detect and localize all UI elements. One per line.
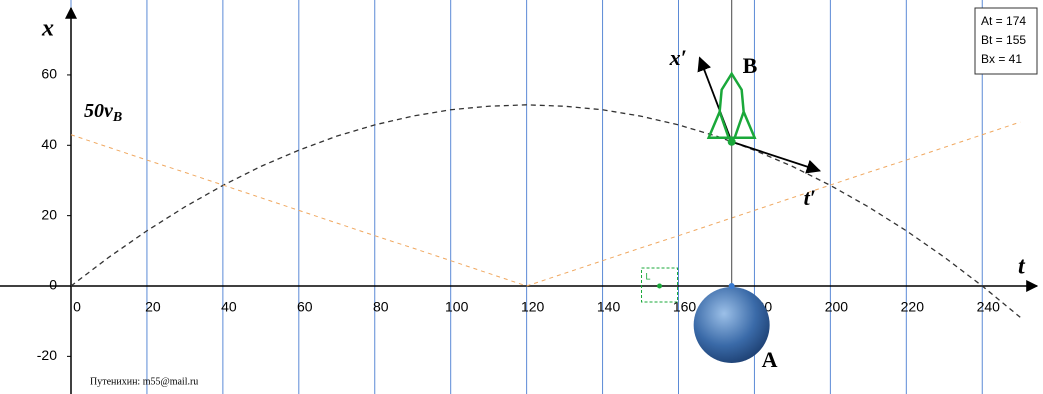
x-tick-label: 20: [145, 299, 161, 315]
t-prime-axis: [732, 142, 820, 171]
y-tick-label: -20: [37, 347, 57, 363]
x-tick-label: 140: [597, 299, 621, 315]
x-prime-label: x′: [669, 45, 687, 70]
velocity-label: 50vB: [84, 100, 122, 126]
axes: 020406080100120140160180200220240-200204…: [0, 8, 1037, 394]
grid: [71, 0, 982, 394]
series-line: [71, 122, 1020, 286]
y-axis-label: x: [41, 16, 54, 42]
info-line: Bt = 155: [981, 33, 1026, 47]
x-tick-label: 200: [825, 299, 849, 315]
x-tick-label: 40: [221, 299, 237, 315]
label-a: A: [762, 347, 778, 372]
marks: A Bx′ t′ L: [642, 0, 820, 372]
velocity-label-main: 50v: [84, 100, 114, 122]
x-axis-label: t: [1018, 254, 1026, 280]
x-tick-label: 60: [297, 299, 313, 315]
x-tick-label: 240: [977, 299, 1001, 315]
velocity-label-sub: B: [112, 110, 122, 125]
x-tick-label: 220: [901, 299, 925, 315]
x-tick-label: 100: [445, 299, 469, 315]
y-tick-label: 0: [49, 277, 57, 293]
label-l: L: [646, 271, 651, 281]
y-tick-label: 60: [41, 66, 57, 82]
x-tick-label: 120: [521, 299, 545, 315]
info-line: At = 174: [981, 14, 1026, 28]
chart: 020406080100120140160180200220240-200204…: [0, 0, 1043, 394]
x-tick-label: 80: [373, 299, 389, 315]
earth: [694, 287, 770, 363]
point-l: [657, 284, 662, 289]
x-tick-label: 0: [73, 299, 81, 315]
info-line: Bx = 41: [981, 52, 1022, 66]
y-tick-label: 40: [41, 136, 57, 152]
y-tick-label: 20: [41, 206, 57, 222]
label-b: B: [743, 53, 758, 78]
t-prime-label: t′: [804, 185, 816, 210]
credit: Путенихин: m55@mail.ru: [90, 376, 198, 387]
info-box: At = 174 Bt = 155 Bx = 41: [975, 8, 1037, 74]
point-b: [728, 138, 736, 146]
x-tick-label: 160: [673, 299, 697, 315]
point-a: [729, 283, 735, 289]
